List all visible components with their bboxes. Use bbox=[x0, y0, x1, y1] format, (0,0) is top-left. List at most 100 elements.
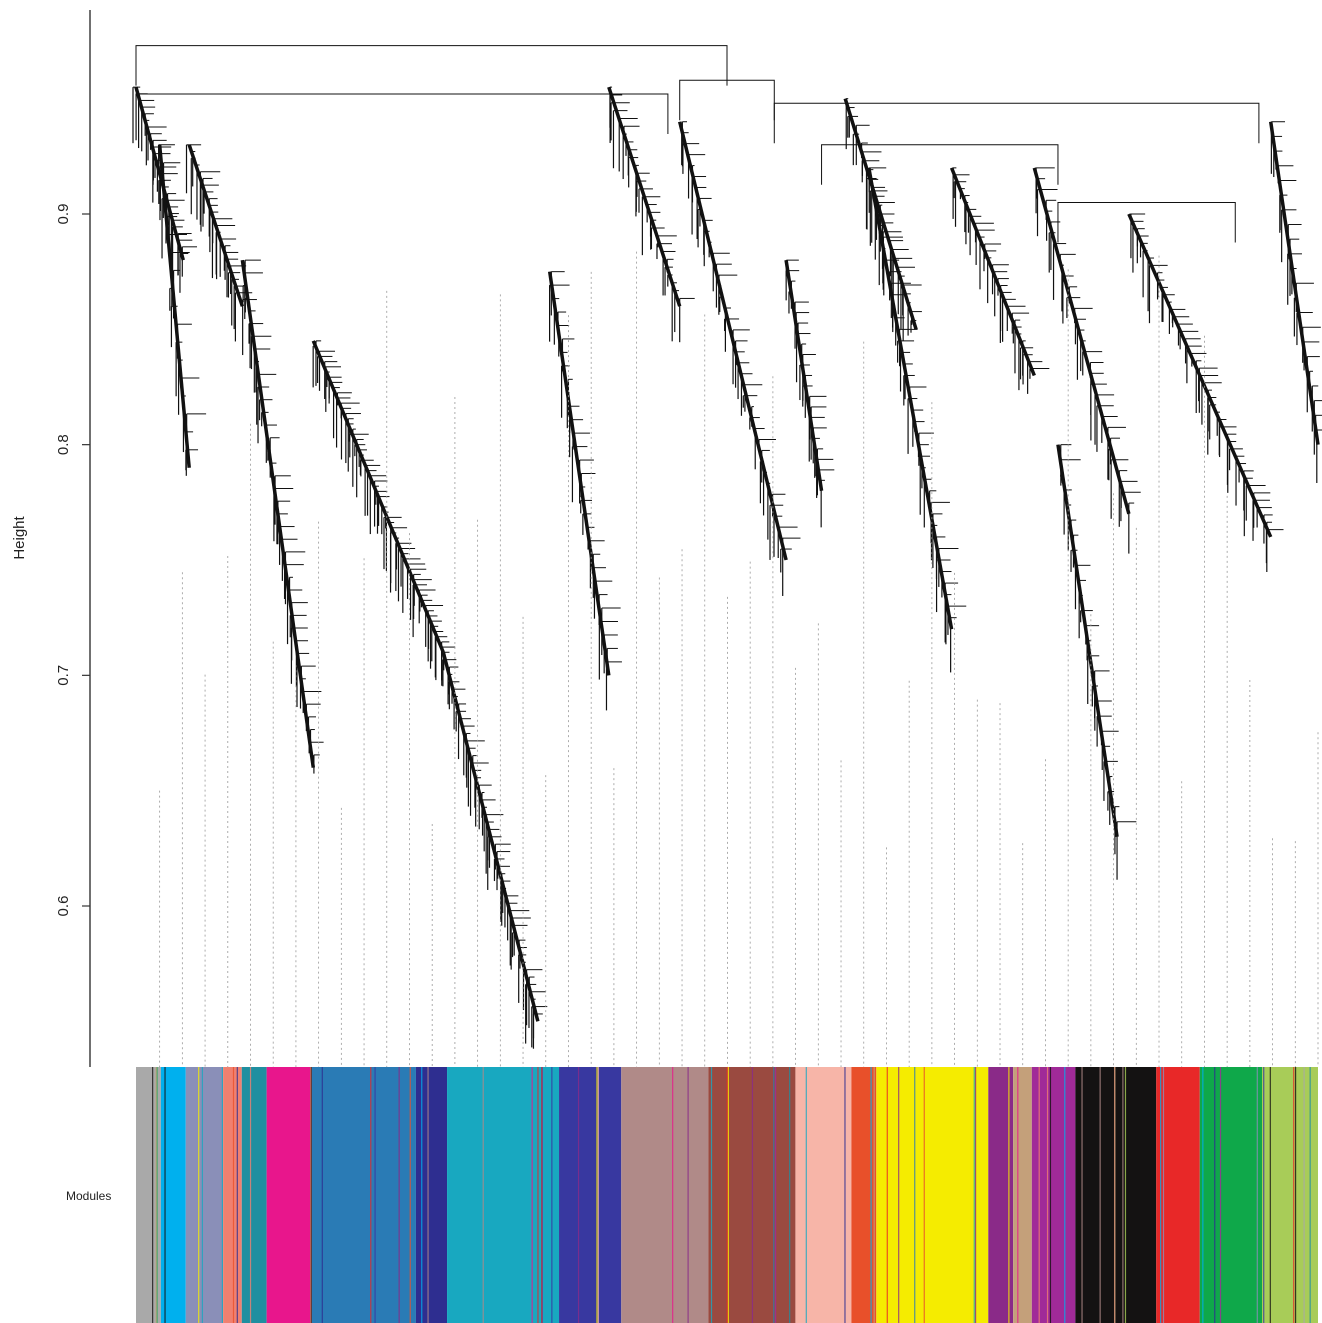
module-stripe bbox=[1049, 1067, 1052, 1323]
module-stripe bbox=[1114, 1067, 1116, 1323]
module-stripe bbox=[596, 1067, 598, 1323]
module-stripe bbox=[870, 1067, 872, 1323]
y-ticks: 0.6 0.7 0.8 0.9 bbox=[55, 204, 90, 916]
merge-bracket bbox=[135, 93, 669, 135]
module-stripe bbox=[873, 1067, 875, 1323]
module-midnightblue bbox=[415, 1067, 448, 1323]
module-stripe bbox=[1162, 1067, 1165, 1323]
branch-backbone bbox=[311, 340, 445, 653]
module-stripe bbox=[370, 1067, 372, 1323]
branch-backbone bbox=[441, 651, 540, 1022]
module-stripe bbox=[751, 1067, 754, 1323]
module-stripe bbox=[1219, 1067, 1222, 1323]
module-stripe bbox=[164, 1067, 166, 1323]
merge-bracket bbox=[1057, 201, 1236, 243]
module-stripe bbox=[427, 1067, 429, 1323]
branch-backbone bbox=[867, 167, 954, 630]
module-stripe bbox=[482, 1067, 484, 1323]
module-stripe bbox=[1202, 1067, 1204, 1323]
module-stripe bbox=[1122, 1067, 1124, 1323]
module-stripe bbox=[1293, 1067, 1295, 1323]
module-stripe bbox=[321, 1067, 323, 1323]
module-stripe bbox=[421, 1067, 423, 1323]
module-stripe bbox=[1038, 1067, 1040, 1323]
module-orangered bbox=[851, 1067, 877, 1323]
module-stripe bbox=[805, 1067, 807, 1323]
module-stripe bbox=[923, 1067, 925, 1323]
module-stripe bbox=[541, 1067, 543, 1323]
module-stripe bbox=[1046, 1067, 1049, 1323]
module-stripe bbox=[152, 1067, 154, 1323]
module-stripe bbox=[155, 1067, 157, 1323]
module-stripe bbox=[973, 1067, 975, 1323]
modules-label: Modules bbox=[66, 1189, 111, 1203]
module-color-bar bbox=[136, 1067, 1318, 1323]
module-stripe bbox=[1099, 1067, 1101, 1323]
y-axis: 0.6 0.7 0.8 0.9 bbox=[55, 10, 91, 1067]
branch-backbone bbox=[678, 121, 788, 561]
module-stripe bbox=[201, 1067, 203, 1323]
module-stripe bbox=[744, 1067, 747, 1323]
module-stripe bbox=[310, 1067, 312, 1323]
branch-backbone bbox=[1268, 121, 1320, 445]
branch-backbone bbox=[240, 259, 316, 768]
module-stripe bbox=[727, 1067, 730, 1323]
module-black bbox=[1075, 1067, 1157, 1323]
module-stripe bbox=[773, 1067, 775, 1323]
module-stripe bbox=[1303, 1067, 1305, 1323]
branch-backbone bbox=[157, 144, 191, 468]
module-stripe bbox=[221, 1067, 224, 1323]
module-lightsteelblue bbox=[185, 1067, 224, 1323]
module-stripe bbox=[974, 1067, 977, 1323]
module-stripe bbox=[232, 1067, 235, 1323]
module-stripe bbox=[398, 1067, 400, 1323]
module-stripe bbox=[409, 1067, 411, 1323]
module-stripe bbox=[914, 1067, 916, 1323]
merge-bracket bbox=[821, 144, 1059, 185]
module-tan bbox=[1013, 1067, 1032, 1323]
module-stripe bbox=[577, 1067, 580, 1323]
branch-backbone bbox=[1056, 444, 1119, 838]
branch-backbone bbox=[547, 271, 611, 676]
module-stripe bbox=[789, 1067, 791, 1323]
module-stripe bbox=[1214, 1067, 1216, 1323]
branch-backbone bbox=[949, 167, 1036, 377]
module-magenta bbox=[1031, 1067, 1076, 1323]
module-stripe bbox=[1081, 1067, 1083, 1323]
module-stripe bbox=[886, 1067, 888, 1323]
module-stripe bbox=[156, 1067, 158, 1323]
module-yellow bbox=[876, 1067, 989, 1323]
module-stripe bbox=[1269, 1067, 1271, 1323]
branch-backbone bbox=[784, 259, 824, 492]
merge-bracket bbox=[679, 79, 775, 121]
module-stripe bbox=[1263, 1067, 1265, 1323]
branch-backbone bbox=[1127, 213, 1273, 538]
module-stripe bbox=[710, 1067, 713, 1323]
module-stripe bbox=[1064, 1067, 1066, 1323]
module-stripe bbox=[597, 1067, 599, 1323]
module-lightpink bbox=[795, 1067, 852, 1323]
module-stripe bbox=[198, 1067, 200, 1323]
y-tick-label: 0.9 bbox=[55, 204, 72, 225]
y-axis-title: Height bbox=[11, 515, 28, 559]
module-stripe bbox=[236, 1067, 238, 1323]
module-salmon bbox=[223, 1067, 242, 1323]
branch-backbone bbox=[187, 144, 245, 307]
dendrogram-tree bbox=[132, 45, 1322, 1049]
module-stripe bbox=[898, 1067, 900, 1323]
module-stripe bbox=[531, 1067, 533, 1323]
module-rosybrown bbox=[621, 1067, 709, 1323]
module-stripe bbox=[726, 1067, 728, 1323]
branch-backbone bbox=[134, 86, 185, 261]
module-greenyellow bbox=[1262, 1067, 1318, 1323]
module-stripe bbox=[537, 1067, 539, 1323]
module-green bbox=[1199, 1067, 1263, 1323]
module-stripe bbox=[844, 1067, 846, 1323]
module-stripe bbox=[1017, 1067, 1019, 1323]
y-tick-label: 0.8 bbox=[55, 434, 72, 455]
merge-bracket bbox=[135, 45, 728, 86]
module-stripe bbox=[249, 1067, 252, 1323]
module-lightseagreen bbox=[447, 1067, 560, 1323]
module-steelblue bbox=[310, 1067, 416, 1323]
